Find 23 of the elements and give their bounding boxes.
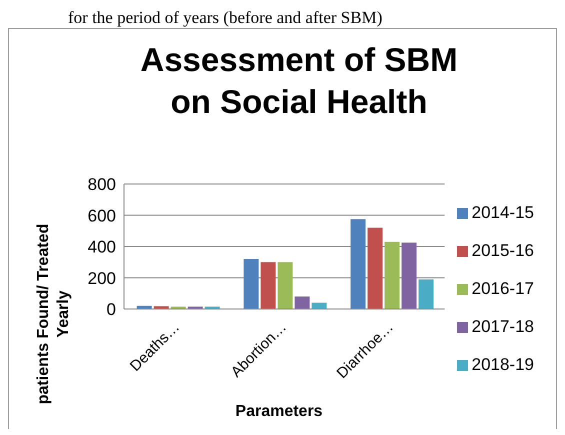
y-tick-label: 600 (88, 206, 116, 226)
bar (294, 296, 310, 309)
bar (368, 228, 383, 309)
bar (384, 242, 400, 309)
bar (350, 219, 366, 309)
legend-label: 2017-18 (472, 317, 534, 336)
y-tick-label: 0 (106, 300, 116, 320)
legend-label: 2015-16 (472, 241, 534, 260)
legend-label: 2014-15 (472, 203, 534, 222)
y-tick-label: 400 (88, 238, 116, 257)
bar (418, 279, 434, 309)
legend-label: 2016-17 (472, 279, 534, 298)
bar (244, 259, 259, 309)
text: for the period of years (before and after SBM) (67, 8, 384, 28)
y-axis-title: patients Found/ Treated Yearly (34, 222, 73, 406)
chart-title: Assessment of SBM on Social Health (139, 40, 459, 122)
legend-label: 2018-19 (472, 355, 534, 374)
x-axis-title: Parameters (234, 403, 324, 421)
bar (402, 242, 417, 309)
bar (260, 262, 276, 309)
y-tick-label: 800 (88, 175, 116, 194)
bar (278, 262, 293, 309)
y-tick-label: 200 (88, 268, 116, 288)
